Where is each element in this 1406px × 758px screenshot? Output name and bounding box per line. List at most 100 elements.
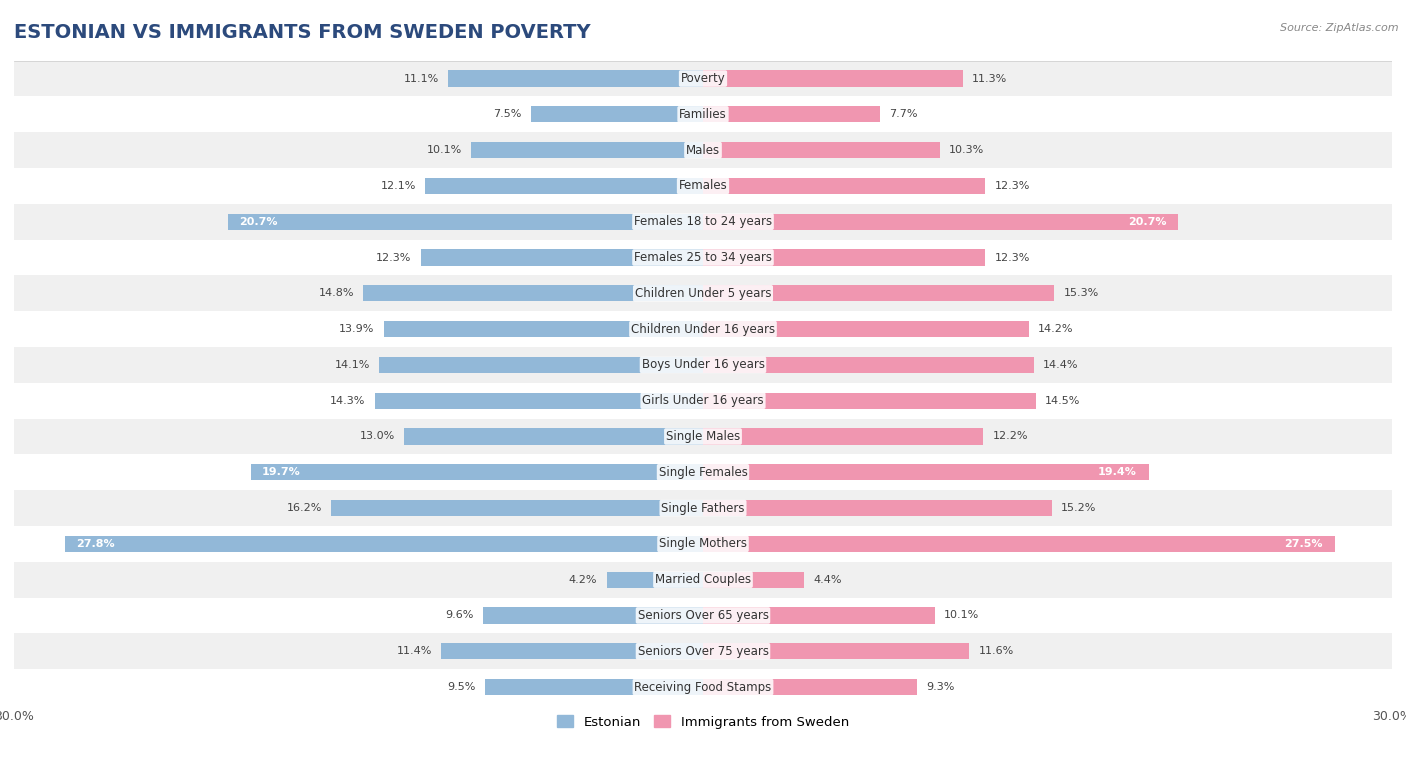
Bar <box>14 562 1392 597</box>
Text: 10.1%: 10.1% <box>426 145 461 155</box>
Bar <box>703 106 880 122</box>
Text: 7.5%: 7.5% <box>494 109 522 119</box>
Bar <box>703 70 963 86</box>
Text: 16.2%: 16.2% <box>287 503 322 513</box>
Bar <box>531 106 703 122</box>
Text: 11.3%: 11.3% <box>972 74 1007 83</box>
Bar <box>482 607 703 624</box>
Bar <box>405 428 703 444</box>
Text: Girls Under 16 years: Girls Under 16 years <box>643 394 763 407</box>
Text: 14.8%: 14.8% <box>318 288 354 299</box>
Text: Boys Under 16 years: Boys Under 16 years <box>641 359 765 371</box>
Bar <box>703 214 1178 230</box>
Bar <box>420 249 703 265</box>
Bar <box>14 383 1392 418</box>
Text: Children Under 16 years: Children Under 16 years <box>631 323 775 336</box>
Text: 14.3%: 14.3% <box>330 396 366 406</box>
Bar <box>441 644 703 659</box>
Text: 10.1%: 10.1% <box>945 610 980 621</box>
Bar <box>380 357 703 373</box>
Bar <box>14 96 1392 132</box>
Bar <box>14 312 1392 347</box>
Bar <box>606 572 703 587</box>
Text: 19.4%: 19.4% <box>1098 467 1137 478</box>
Text: Single Mothers: Single Mothers <box>659 537 747 550</box>
Text: Females: Females <box>679 180 727 193</box>
Bar <box>703 142 939 158</box>
Text: ESTONIAN VS IMMIGRANTS FROM SWEDEN POVERTY: ESTONIAN VS IMMIGRANTS FROM SWEDEN POVER… <box>14 23 591 42</box>
Bar <box>14 597 1392 634</box>
Text: Males: Males <box>686 143 720 157</box>
Bar <box>449 70 703 86</box>
Text: Single Males: Single Males <box>666 430 740 443</box>
Text: 11.1%: 11.1% <box>404 74 439 83</box>
Text: Single Fathers: Single Fathers <box>661 502 745 515</box>
Bar <box>14 490 1392 526</box>
Bar <box>14 240 1392 275</box>
Bar <box>485 679 703 695</box>
Text: 12.3%: 12.3% <box>375 252 412 262</box>
Bar <box>471 142 703 158</box>
Text: Families: Families <box>679 108 727 121</box>
Bar <box>14 347 1392 383</box>
Text: 15.2%: 15.2% <box>1062 503 1097 513</box>
Text: 11.4%: 11.4% <box>396 647 432 656</box>
Text: 11.6%: 11.6% <box>979 647 1014 656</box>
Bar <box>330 500 703 516</box>
Text: 12.3%: 12.3% <box>994 181 1031 191</box>
Text: 27.5%: 27.5% <box>1285 539 1323 549</box>
Text: 15.3%: 15.3% <box>1063 288 1099 299</box>
Bar <box>703 178 986 194</box>
Bar <box>65 536 703 552</box>
Bar <box>14 132 1392 168</box>
Bar <box>703 536 1334 552</box>
Text: Seniors Over 65 years: Seniors Over 65 years <box>637 609 769 622</box>
Bar <box>14 275 1392 312</box>
Bar <box>14 454 1392 490</box>
Text: Poverty: Poverty <box>681 72 725 85</box>
Bar <box>14 418 1392 454</box>
Text: 19.7%: 19.7% <box>262 467 301 478</box>
Text: 20.7%: 20.7% <box>1129 217 1167 227</box>
Text: 14.2%: 14.2% <box>1038 324 1074 334</box>
Bar <box>374 393 703 409</box>
Legend: Estonian, Immigrants from Sweden: Estonian, Immigrants from Sweden <box>553 709 853 734</box>
Bar <box>703 607 935 624</box>
Bar <box>703 572 804 587</box>
Text: 9.3%: 9.3% <box>925 682 955 692</box>
Text: Single Females: Single Females <box>658 465 748 479</box>
Bar <box>703 464 1149 481</box>
Text: 9.5%: 9.5% <box>447 682 475 692</box>
Text: 4.4%: 4.4% <box>813 575 842 584</box>
Bar <box>14 204 1392 240</box>
Text: 12.2%: 12.2% <box>993 431 1028 441</box>
Bar <box>703 321 1029 337</box>
Text: Children Under 5 years: Children Under 5 years <box>634 287 772 300</box>
Text: Females 18 to 24 years: Females 18 to 24 years <box>634 215 772 228</box>
Text: 27.8%: 27.8% <box>76 539 115 549</box>
Text: Females 25 to 34 years: Females 25 to 34 years <box>634 251 772 264</box>
Text: Seniors Over 75 years: Seniors Over 75 years <box>637 645 769 658</box>
Bar <box>14 669 1392 705</box>
Text: 14.5%: 14.5% <box>1045 396 1081 406</box>
Bar <box>703 285 1054 302</box>
Bar <box>703 428 983 444</box>
Bar <box>228 214 703 230</box>
Text: 14.1%: 14.1% <box>335 360 370 370</box>
Text: 14.4%: 14.4% <box>1043 360 1078 370</box>
Bar <box>14 61 1392 96</box>
Bar <box>363 285 703 302</box>
Text: 20.7%: 20.7% <box>239 217 277 227</box>
Bar <box>703 679 917 695</box>
Text: 12.3%: 12.3% <box>994 252 1031 262</box>
Bar <box>14 634 1392 669</box>
Bar <box>703 249 986 265</box>
Bar <box>250 464 703 481</box>
Bar <box>384 321 703 337</box>
Text: 13.0%: 13.0% <box>360 431 395 441</box>
Text: Married Couples: Married Couples <box>655 573 751 586</box>
Text: 4.2%: 4.2% <box>569 575 598 584</box>
Bar <box>703 393 1036 409</box>
Text: 9.6%: 9.6% <box>444 610 474 621</box>
Text: Source: ZipAtlas.com: Source: ZipAtlas.com <box>1281 23 1399 33</box>
